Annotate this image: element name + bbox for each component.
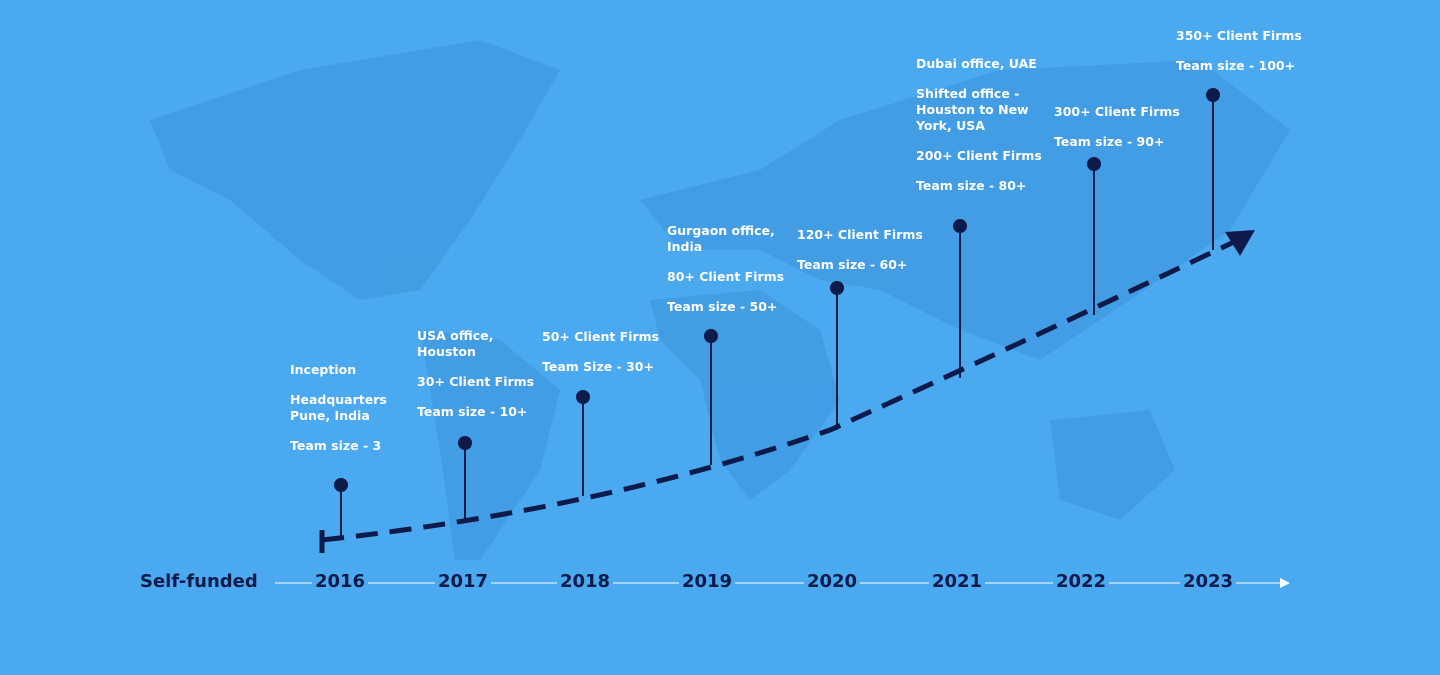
- milestone-note: Team size - 50+: [667, 299, 778, 314]
- pin-dot: [830, 281, 844, 295]
- milestone-note: Team Size - 30+: [542, 359, 654, 374]
- milestone-note: Team size - 90+: [1054, 134, 1165, 149]
- year-label: 2023: [1182, 571, 1234, 592]
- milestone-notes: 120+ Client Firms Team size - 60+: [797, 227, 925, 287]
- milestone-notes: USA office, Houston 30+ Client Firms Team …: [417, 328, 545, 434]
- milestone-note: Shifted office - Houston to New York, US…: [916, 86, 1029, 133]
- milestone-note: Team size - 3: [290, 438, 382, 453]
- milestone-notes: Dubai office, UAE Shifted office - Housto…: [916, 56, 1044, 208]
- milestone-note: 30+ Client Firms: [417, 374, 535, 389]
- milestone-notes: Gurgaon office, India 80+ Client Firms Tea…: [667, 223, 795, 329]
- start-label: Self-funded: [140, 571, 258, 592]
- year-label: 2021: [931, 571, 983, 592]
- milestone-notes: 300+ Client Firms Team size - 90+: [1054, 104, 1182, 164]
- milestone-note: Team size - 80+: [916, 178, 1027, 193]
- year-label: 2020: [806, 571, 858, 592]
- arrow-head: [1225, 230, 1255, 256]
- pin-dot: [704, 329, 718, 343]
- milestone-note: Dubai office, UAE: [916, 56, 1037, 71]
- milestone-note: Team size - 10+: [417, 404, 528, 419]
- pin-dot: [458, 436, 472, 450]
- milestone-notes: 350+ Client Firms Team size - 100+: [1176, 28, 1304, 88]
- milestone-note: 200+ Client Firms: [916, 148, 1042, 163]
- milestone-note: Inception: [290, 362, 357, 377]
- milestone-note: 300+ Client Firms: [1054, 104, 1180, 119]
- year-label: 2018: [559, 571, 611, 592]
- milestone-notes: Inception Headquarters Pune, India Team si…: [290, 362, 418, 468]
- milestone-note: Team size - 100+: [1176, 58, 1296, 73]
- milestone-note: 120+ Client Firms: [797, 227, 923, 242]
- year-label: 2016: [314, 571, 366, 592]
- milestone-note: 80+ Client Firms: [667, 269, 785, 284]
- milestone-note: Team size - 60+: [797, 257, 908, 272]
- milestone-note: Gurgaon office, India: [667, 223, 775, 254]
- timeline: [275, 88, 1290, 588]
- pin-dot: [1087, 157, 1101, 171]
- growth-curve: [321, 237, 1240, 543]
- milestone-note: Headquarters Pune, India: [290, 392, 387, 423]
- milestone-note: 350+ Client Firms: [1176, 28, 1302, 43]
- year-label: 2017: [437, 571, 489, 592]
- year-label: 2022: [1055, 571, 1107, 592]
- milestone-note: USA office, Houston: [417, 328, 494, 359]
- milestone-notes: 50+ Client Firms Team Size - 30+: [542, 329, 670, 389]
- pin-dot: [953, 219, 967, 233]
- year-label: 2019: [681, 571, 733, 592]
- pin-dot: [576, 390, 590, 404]
- pin-dot: [334, 478, 348, 492]
- pin-dot: [1206, 88, 1220, 102]
- milestone-note: 50+ Client Firms: [542, 329, 660, 344]
- world-map: [150, 40, 1290, 560]
